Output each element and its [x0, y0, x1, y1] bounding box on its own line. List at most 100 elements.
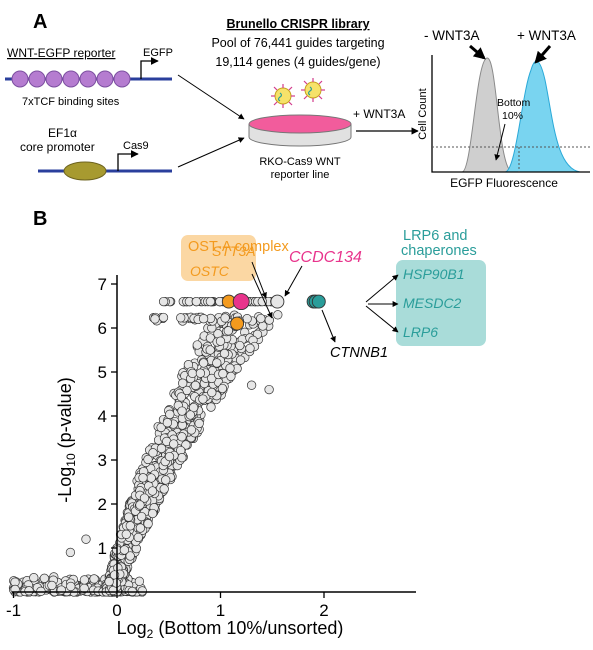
- cas9-gene-label: Cas9: [123, 140, 149, 152]
- gene-point: [164, 451, 175, 462]
- cas9-promoter-arrow: [117, 150, 139, 171]
- lrp-group-label-2: chaperones: [401, 243, 477, 259]
- histogram-axes: [431, 55, 590, 173]
- gene-point: [206, 402, 216, 412]
- tcf-site-bead: [113, 70, 131, 88]
- add-wnt3a-label: + WNT3A: [353, 107, 405, 121]
- gene-point: [161, 475, 171, 485]
- library-line-2: 19,114 genes (4 guides/gene): [215, 55, 380, 69]
- panel-b: B 1 2 3 4 5 6 7 -1 0 1 2 -Log10 (p-value) Log2 (B…: [6, 208, 486, 641]
- x-tick-label: -1: [6, 601, 21, 620]
- x-axis-label: Log2 (Bottom 10%/unsorted): [117, 618, 344, 641]
- gene-point: [24, 586, 34, 596]
- promoter-label-1: EF1α: [48, 126, 77, 140]
- tcf-site-bead: [45, 70, 63, 88]
- ost-group-label: OST-A complex: [188, 239, 289, 255]
- gene-point: [176, 313, 186, 323]
- gene-point: [104, 577, 114, 587]
- y-tick-label: 4: [98, 407, 107, 426]
- ctnnb1-arrow: [321, 309, 336, 343]
- gene-point: [177, 406, 187, 416]
- gene-point: [165, 409, 175, 419]
- reporter-title: WNT-EGFP reporter: [7, 46, 115, 60]
- gene-point: [146, 473, 156, 483]
- gene-point: [218, 369, 228, 379]
- gene-point: [158, 312, 169, 323]
- panel-b-label: B: [33, 208, 47, 230]
- highlighted-genes: [221, 293, 326, 331]
- gene-point: [256, 313, 266, 324]
- gene-point: [219, 348, 230, 359]
- gene-point: [177, 453, 187, 463]
- gene-point: [156, 443, 167, 454]
- ctnnb1-label: CTNNB1: [330, 345, 388, 361]
- gene-point: [66, 581, 76, 592]
- bottom-10-pointer: [494, 123, 506, 161]
- gene-point: [29, 573, 39, 583]
- highlight-point-ccdc134: [232, 293, 250, 311]
- lrp-group-label-1: LRP6 and: [403, 228, 468, 244]
- tcf-site-bead: [62, 70, 80, 88]
- gene-point: [186, 425, 197, 435]
- scatter-cloud: [8, 296, 283, 597]
- plus-wnt3a-arrow: [534, 45, 552, 64]
- mesdc2-label: MESDC2: [403, 295, 462, 311]
- x-ticks: -1 0 1 2: [6, 592, 329, 620]
- gene-point: [242, 314, 252, 324]
- gene-point: [273, 310, 283, 320]
- y-tick-label: 2: [98, 495, 107, 514]
- highlight-point-lrp6: [311, 294, 326, 309]
- gene-point: [159, 484, 169, 494]
- x-tick-label: 2: [319, 601, 328, 620]
- y-tick-label: 3: [98, 451, 107, 470]
- gene-point: [235, 340, 245, 351]
- gene-point: [215, 336, 226, 346]
- gene-point: [169, 439, 179, 449]
- gene-point: [177, 432, 187, 442]
- gene-point: [81, 534, 91, 544]
- y-axis-label: -Log10 (p-value): [55, 377, 78, 502]
- gene-point: [220, 313, 230, 323]
- gene-point: [79, 575, 90, 585]
- gene-point: [119, 545, 130, 555]
- gene-point: [226, 371, 236, 382]
- gene-point: [147, 508, 158, 519]
- gene-point: [56, 585, 66, 595]
- egfp-gene-label: EGFP: [143, 47, 173, 59]
- arrow-reporter-to-dish: [177, 74, 245, 120]
- histogram-ylabel: Cell Count: [417, 88, 429, 139]
- gene-point: [187, 368, 198, 378]
- y-tick-label: 7: [98, 275, 107, 294]
- panel-a: A WNT-EGFP reporter EGFP 7xTCF binding s…: [5, 11, 590, 190]
- gene-point: [135, 500, 145, 510]
- gene-point: [158, 296, 169, 307]
- gene-point: [133, 532, 143, 543]
- promoter-label-2: core promoter: [20, 140, 95, 154]
- gene-point: [143, 519, 153, 529]
- gene-point: [217, 383, 228, 394]
- gene-point: [264, 384, 274, 395]
- tcf-site-beads: [11, 70, 131, 88]
- gene-point: [194, 418, 204, 429]
- tcf-sites-label: 7xTCF binding sites: [22, 96, 120, 108]
- lrp6-arrow: [365, 305, 399, 333]
- gene-point: [65, 547, 76, 558]
- gene-point: [138, 473, 148, 483]
- gene-point: [207, 387, 217, 398]
- ccdc134-arrow: [284, 265, 303, 297]
- ostc-label: OSTC: [190, 263, 230, 279]
- gene-point: [178, 378, 188, 388]
- gene-point: [245, 343, 255, 353]
- highlight-point-ctnnb1: [270, 294, 285, 309]
- tcf-site-bead: [11, 70, 29, 88]
- ost-arrow-1: [251, 261, 267, 299]
- tcf-site-bead: [96, 70, 114, 88]
- gene-point: [191, 296, 202, 307]
- gene-point: [125, 551, 135, 561]
- gene-point: [47, 580, 57, 591]
- gene-point: [150, 314, 160, 324]
- gene-point: [192, 340, 202, 350]
- bottom-label-2: 10%: [502, 110, 523, 122]
- hsp90b1-label: HSP90B1: [403, 266, 464, 282]
